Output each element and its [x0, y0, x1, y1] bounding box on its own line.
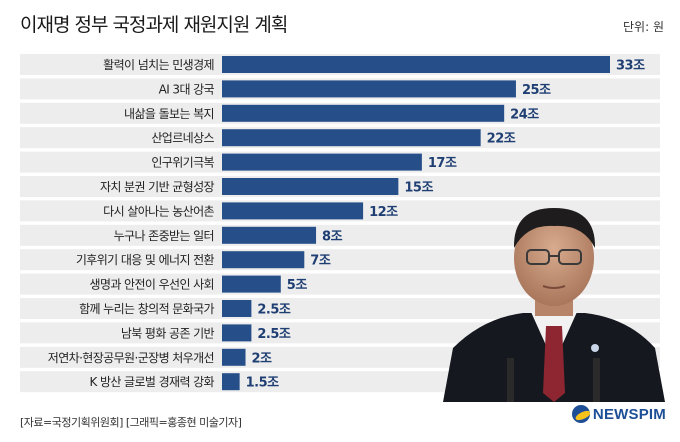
bar [222, 178, 399, 195]
value-label: 2조 [252, 351, 273, 366]
bar [222, 129, 481, 147]
value-label: 1.5조 [246, 376, 280, 391]
category-label: AI 3대 강국 [159, 82, 215, 96]
bar [222, 324, 252, 342]
category-label: K 방산 글로벌 경재력 강화 [89, 375, 214, 389]
category-label: 산업르네상스 [151, 131, 214, 145]
bar [222, 348, 246, 366]
category-label: 내삶을 돌보는 복지 [124, 107, 214, 121]
bar [222, 80, 516, 98]
value-label: 5조 [287, 278, 308, 293]
bar [222, 202, 364, 220]
row-band [20, 249, 660, 271]
value-label: 25조 [522, 83, 551, 98]
value-label: 2.5조 [257, 327, 291, 342]
row-band [20, 224, 660, 246]
newspim-logo-icon [571, 405, 590, 423]
newspim-logo: NEWSPIM [571, 405, 666, 423]
value-label: 8조 [322, 229, 343, 244]
portrait-image [443, 188, 665, 402]
chart-title: 이재명 정부 국정과제 재원지원 계획 [20, 14, 288, 36]
source-credit: [자료=국정기획위원회] [그래픽=홍종현 미술기자] [20, 416, 242, 429]
value-label: 12조 [369, 205, 398, 220]
bar [222, 275, 281, 293]
bar [222, 153, 422, 171]
category-label: 생명과 안전이 우선인 사회 [90, 278, 215, 292]
row-band [20, 273, 660, 295]
bar [222, 251, 305, 269]
value-label: 24조 [510, 107, 539, 122]
category-label: 활력이 넘치는 민생경제 [103, 58, 214, 72]
category-label: 인구위기극복 [151, 156, 214, 170]
category-label: 저연차·현장공무원·군장병 처우개선 [48, 351, 214, 365]
bar [222, 104, 505, 122]
category-label: 남북 평화 공존 기반 [121, 326, 215, 340]
category-label: 다시 살아나는 농산어촌 [103, 204, 214, 218]
bar [222, 300, 252, 317]
unit-label: 단위: 원 [623, 20, 664, 34]
bar [222, 373, 240, 391]
category-label: 누구나 존중받는 일터 [114, 229, 214, 243]
bar [222, 226, 317, 244]
value-label: 33조 [616, 59, 645, 74]
category-label: 기후위기 대응 및 에너지 전환 [76, 253, 215, 267]
value-label: 17조 [428, 156, 457, 171]
value-label: 7조 [310, 254, 331, 269]
category-label: 자치 분권 기반 균형성장 [100, 180, 215, 194]
value-label: 2.5조 [257, 303, 291, 318]
row-band [20, 298, 660, 319]
value-label: 15조 [404, 181, 433, 196]
newspim-logo-text: NEWSPIM [592, 405, 666, 423]
value-label: 22조 [487, 132, 516, 147]
category-label: 함께 누리는 창의적 문화국가 [79, 302, 214, 316]
bar [222, 56, 610, 73]
